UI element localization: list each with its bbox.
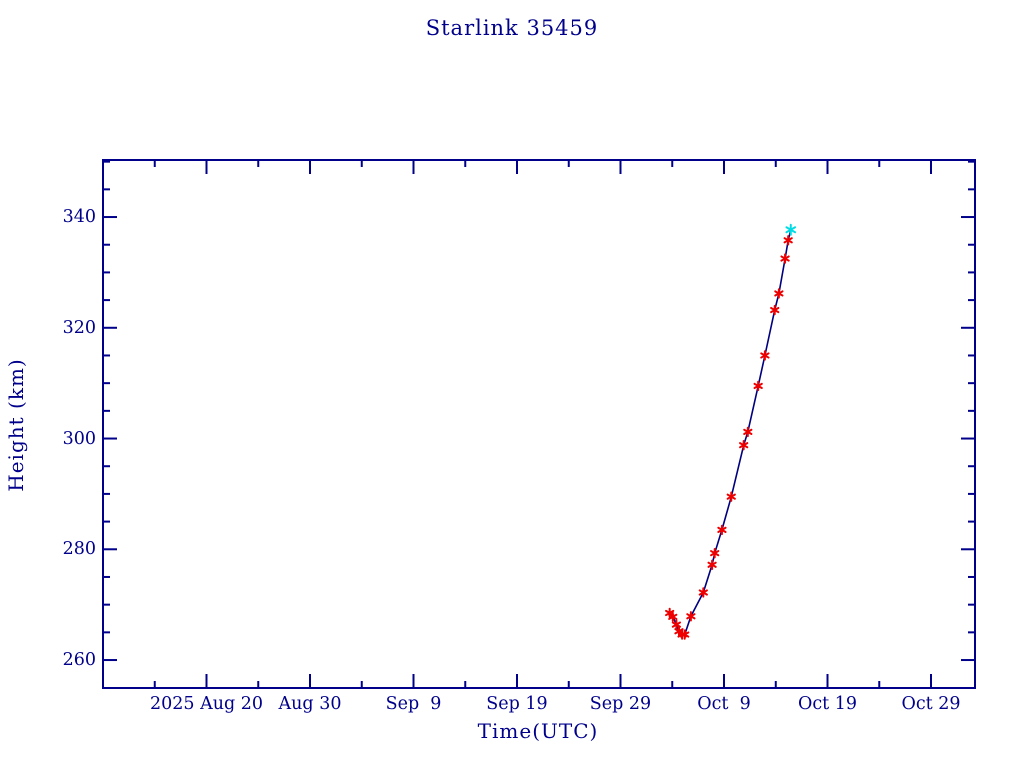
- data-point-marker: [668, 611, 678, 623]
- x-tick-label: Oct 19: [797, 694, 858, 714]
- data-point-marker: [770, 304, 780, 316]
- data-point-marker: [717, 524, 727, 536]
- latest-point-marker: [785, 223, 797, 236]
- data-point-marker: [726, 491, 736, 502]
- data-point-marker: [739, 439, 749, 451]
- y-tick-label: 260: [62, 650, 96, 671]
- data-point-marker: [698, 587, 708, 598]
- data-point-marker: [743, 426, 753, 438]
- data-point-marker: [707, 559, 717, 570]
- chart-title: Starlink 35459: [425, 16, 599, 40]
- x-tick-label: 2025 Aug 20: [149, 694, 264, 714]
- y-tick-label: 300: [62, 428, 96, 449]
- x-tick-label: Sep 9: [385, 694, 442, 714]
- x-tick-label: Sep 19: [486, 694, 548, 714]
- plot-frame: [102, 159, 976, 689]
- data-point-marker: [686, 611, 696, 622]
- data-point-marker: [710, 547, 720, 559]
- data-point-marker: [680, 629, 690, 640]
- data-point-marker: [780, 253, 790, 264]
- data-point-marker: [760, 350, 770, 361]
- y-tick-label: 280: [62, 539, 96, 560]
- height-trend-line: [669, 229, 792, 636]
- y-tick-label: 320: [62, 317, 96, 338]
- x-tick-label: Aug 30: [278, 694, 342, 714]
- data-point-marker: [671, 619, 682, 630]
- data-point-marker: [753, 380, 763, 392]
- x-tick-label: Oct 29: [901, 694, 961, 714]
- x-axis-label: Time(UTC): [477, 719, 599, 743]
- y-tick-label: 340: [62, 207, 96, 228]
- data-point-marker: [783, 235, 793, 246]
- x-tick-label: Oct 9: [697, 694, 751, 714]
- data-point-marker: [774, 288, 784, 299]
- x-tick-label: Sep 29: [589, 694, 652, 714]
